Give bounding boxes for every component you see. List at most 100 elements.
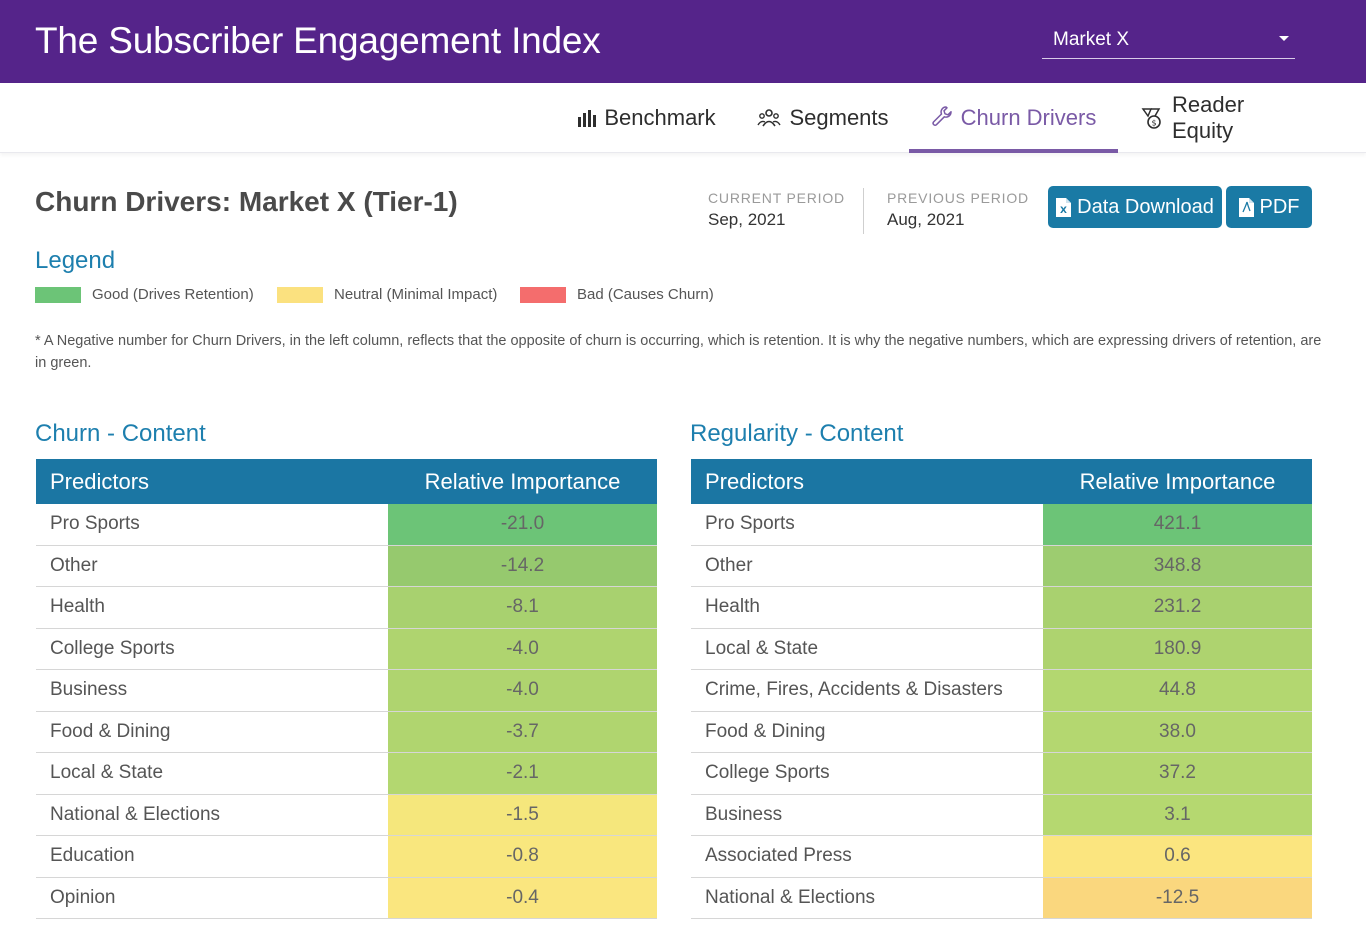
table-row: College Sports 37.2 xyxy=(691,753,1312,795)
regularity-content-title: Regularity - Content xyxy=(690,420,904,447)
importance-cell: -21.0 xyxy=(388,504,657,545)
legend-label-neutral: Neutral (Minimal Impact) xyxy=(334,286,498,303)
predictor-cell: Food & Dining xyxy=(705,720,826,742)
predictor-cell: College Sports xyxy=(50,637,175,659)
importance-column-header[interactable]: Relative Importance xyxy=(424,468,621,494)
importance-column-header[interactable]: Relative Importance xyxy=(1079,468,1276,494)
table-row: Crime, Fires, Accidents & Disasters 44.8 xyxy=(691,670,1312,712)
predictors-column-header[interactable]: Predictors xyxy=(705,468,805,494)
legend-swatch-good xyxy=(35,286,81,303)
importance-cell: -4.0 xyxy=(388,628,657,669)
importance-cell: -14.2 xyxy=(388,545,657,586)
current-period-value: Sep, 2021 xyxy=(708,210,786,229)
current-period-label: CURRENT PERIOD xyxy=(708,190,845,206)
importance-cell: 38.0 xyxy=(1043,711,1312,752)
predictor-cell: Food & Dining xyxy=(50,720,171,742)
importance-cell: 37.2 xyxy=(1043,753,1312,794)
predictors-column-header[interactable]: Predictors xyxy=(50,468,150,494)
regularity-content-table: Predictors Relative Importance Pro Sport… xyxy=(691,459,1312,919)
legend-item-neutral: Neutral (Minimal Impact) xyxy=(277,286,497,303)
predictor-cell: Health xyxy=(50,596,105,618)
market-dropdown-value: Market X xyxy=(1053,29,1130,50)
predictor-cell: Education xyxy=(50,845,135,867)
data-download-label: Data Download xyxy=(1077,195,1214,218)
predictor-cell: Business xyxy=(50,679,128,701)
pdf-file-icon xyxy=(1238,197,1254,217)
caret-down-icon xyxy=(1279,36,1289,41)
previous-period: PREVIOUS PERIOD Aug, 2021 xyxy=(887,190,1029,230)
importance-cell: 3.1 xyxy=(1043,794,1312,835)
tab-churn-drivers[interactable]: Churn Drivers xyxy=(909,83,1118,153)
predictor-cell: Local & State xyxy=(50,762,164,784)
importance-cell: -3.7 xyxy=(388,711,657,752)
importance-cell: -4.0 xyxy=(388,670,657,711)
badge-icon: $ xyxy=(1140,106,1164,130)
predictor-cell: Business xyxy=(705,803,783,825)
importance-cell: 231.2 xyxy=(1043,587,1312,628)
data-download-button[interactable]: X Data Download xyxy=(1048,186,1222,228)
predictor-cell: National & Elections xyxy=(705,886,876,908)
table-row: Other -14.2 xyxy=(36,545,657,587)
churn-content-table: Predictors Relative Importance Pro Sport… xyxy=(36,459,657,919)
churn-content-title: Churn - Content xyxy=(35,420,206,447)
excel-file-icon: X xyxy=(1056,197,1072,217)
table-row: Health 231.2 xyxy=(691,587,1312,629)
legend-label-good: Good (Drives Retention) xyxy=(92,286,254,303)
importance-cell: -0.8 xyxy=(388,836,657,877)
table-header: Predictors Relative Importance xyxy=(691,459,1312,504)
predictor-cell: Pro Sports xyxy=(50,513,140,535)
table-row: Opinion -0.4 xyxy=(36,877,657,919)
bar-chart-icon xyxy=(576,108,597,128)
top-header-bar: The Subscriber Engagement Index Market X xyxy=(0,0,1366,83)
previous-period-label: PREVIOUS PERIOD xyxy=(887,190,1029,206)
predictor-cell: Opinion xyxy=(50,886,116,908)
svg-text:X: X xyxy=(1060,206,1067,216)
tab-segments[interactable]: Segments xyxy=(755,83,891,153)
table-row: Food & Dining -3.7 xyxy=(36,711,657,753)
negative-number-note: * A Negative number for Churn Drivers, i… xyxy=(35,333,1322,371)
tab-reader-equity[interactable]: $ Reader Equity xyxy=(1140,83,1310,153)
importance-cell: 421.1 xyxy=(1043,504,1312,545)
table-row: Pro Sports 421.1 xyxy=(691,504,1312,546)
table-row: Associated Press 0.6 xyxy=(691,836,1312,878)
table-row: Pro Sports -21.0 xyxy=(36,504,657,546)
tab-reader-equity-label: Reader Equity xyxy=(1172,92,1245,143)
tab-benchmark[interactable]: Benchmark xyxy=(576,83,716,153)
legend-swatch-bad xyxy=(520,286,566,303)
table-header: Predictors Relative Importance xyxy=(36,459,657,504)
predictor-cell: College Sports xyxy=(705,762,830,784)
legend-title: Legend xyxy=(35,247,116,274)
predictor-cell: Pro Sports xyxy=(705,513,795,535)
importance-cell: 44.8 xyxy=(1043,670,1312,711)
table-row: Business -4.0 xyxy=(36,670,657,712)
legend-swatch-neutral xyxy=(277,286,323,303)
market-dropdown[interactable]: Market X xyxy=(1042,24,1295,59)
table-row: National & Elections -1.5 xyxy=(36,794,657,836)
people-icon xyxy=(757,108,782,128)
importance-cell: 0.6 xyxy=(1043,836,1312,877)
nav-tabs-bar: Benchmark Segments Churn Drivers $ Reade… xyxy=(0,83,1366,153)
table-row: Local & State -2.1 xyxy=(36,753,657,795)
current-period: CURRENT PERIOD Sep, 2021 xyxy=(708,190,845,230)
table-row: Other 348.8 xyxy=(691,545,1312,587)
predictor-cell: Other xyxy=(50,554,98,576)
wrench-icon xyxy=(931,105,953,127)
importance-cell: -1.5 xyxy=(388,794,657,835)
predictor-cell: National & Elections xyxy=(50,803,221,825)
svg-text:$: $ xyxy=(1151,119,1156,128)
table-row: Health -8.1 xyxy=(36,587,657,629)
predictor-cell: Associated Press xyxy=(705,845,852,867)
table-row: Education -0.8 xyxy=(36,836,657,878)
importance-cell: 180.9 xyxy=(1043,628,1312,669)
legend-item-bad: Bad (Causes Churn) xyxy=(520,286,714,303)
importance-cell: 348.8 xyxy=(1043,545,1312,586)
table-row: Local & State 180.9 xyxy=(691,628,1312,670)
importance-cell: -0.4 xyxy=(388,877,657,918)
legend-label-bad: Bad (Causes Churn) xyxy=(577,286,714,303)
page-title: Churn Drivers: Market X (Tier-1) xyxy=(35,186,458,217)
pdf-button[interactable]: PDF xyxy=(1226,186,1312,228)
table-row: College Sports -4.0 xyxy=(36,628,657,670)
tab-segments-label: Segments xyxy=(789,105,889,130)
predictor-cell: Other xyxy=(705,554,753,576)
period-divider xyxy=(863,188,864,234)
